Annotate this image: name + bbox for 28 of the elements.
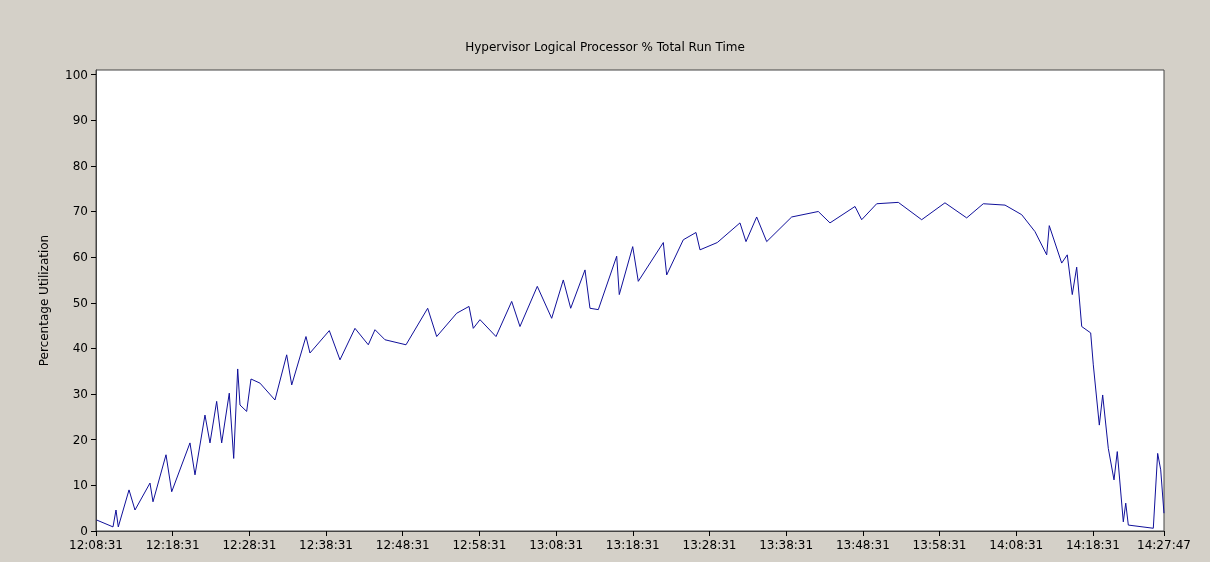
y-tick-label: 30 bbox=[72, 387, 88, 402]
y-tick-label: 70 bbox=[72, 204, 88, 219]
x-tick-label: 13:38:31 bbox=[759, 538, 814, 552]
x-tick-label: 12:58:31 bbox=[452, 538, 507, 552]
y-tick-label: 90 bbox=[72, 113, 88, 128]
y-tick-label: 80 bbox=[72, 158, 88, 173]
chart-title: Hypervisor Logical Processor % Total Run Time bbox=[465, 40, 745, 54]
x-tick-label: 13:28:31 bbox=[682, 538, 737, 552]
x-tick-label: 14:27:47 bbox=[1137, 538, 1191, 552]
x-tick-label: 13:18:31 bbox=[605, 538, 660, 552]
y-tick-label: 100 bbox=[65, 67, 88, 82]
x-tick-label: 12:18:31 bbox=[145, 538, 200, 552]
x-tick-label: 13:58:31 bbox=[912, 538, 967, 552]
x-tick-label: 12:28:31 bbox=[222, 538, 277, 552]
y-tick-label: 60 bbox=[72, 250, 88, 265]
x-tick-label: 12:08:31 bbox=[69, 538, 123, 552]
y-tick-label: 20 bbox=[72, 432, 88, 447]
x-tick-label: 12:38:31 bbox=[299, 538, 354, 552]
x-tick-label: 14:18:31 bbox=[1065, 538, 1120, 552]
y-tick-label: 0 bbox=[80, 524, 88, 538]
y-tick-label: 10 bbox=[72, 478, 88, 493]
x-tick-label: 12:48:31 bbox=[375, 538, 430, 552]
y-axis-title: Percentage Utilization bbox=[37, 234, 51, 367]
y-tick-label: 40 bbox=[72, 341, 88, 356]
x-tick-label: 14:08:31 bbox=[989, 538, 1044, 552]
x-tick-label: 13:08:31 bbox=[529, 538, 584, 552]
y-tick-label: 50 bbox=[72, 295, 88, 310]
x-tick-label: 13:48:31 bbox=[835, 538, 890, 552]
